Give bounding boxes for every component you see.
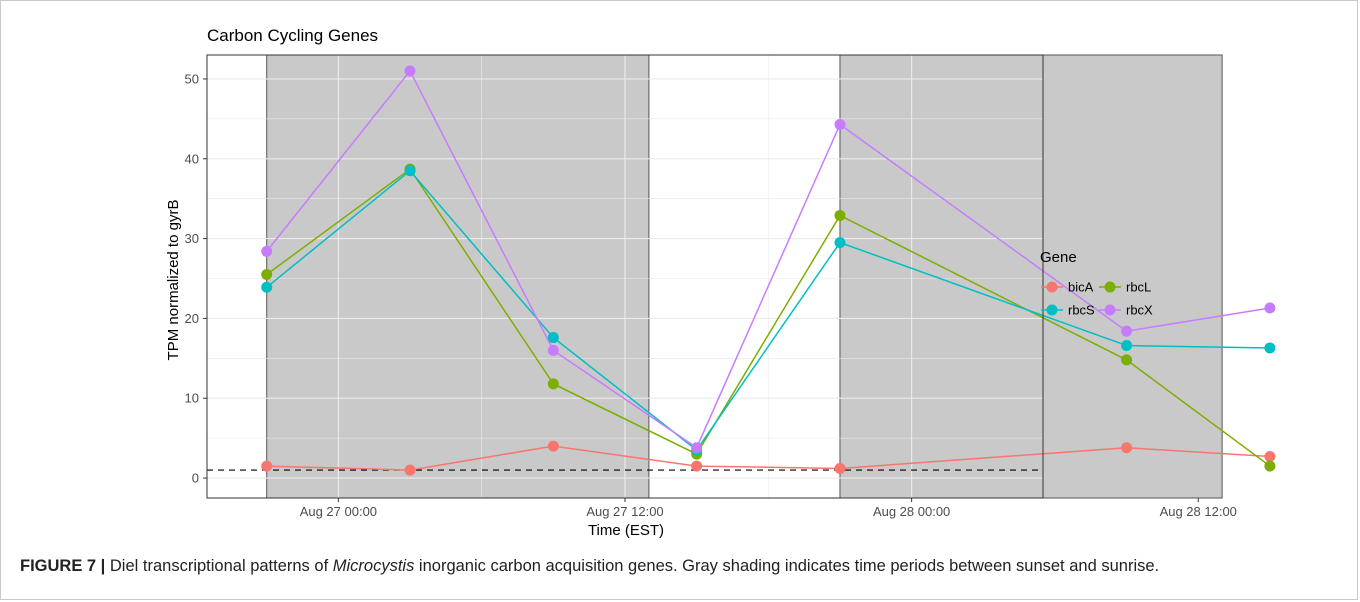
chart-title: Carbon Cycling Genes xyxy=(207,26,378,45)
x-axis: Aug 27 00:00 Aug 27 12:00 Aug 28 00:00 Aug … xyxy=(300,498,1237,519)
legend-label-bicA: bicA xyxy=(1068,280,1094,295)
legend: Gene bicA rbcL rbcS rbcX xyxy=(1040,249,1153,318)
data-point-rbcX xyxy=(691,442,703,454)
data-point-bicA xyxy=(261,460,273,472)
y-tick-label: 50 xyxy=(185,71,199,86)
y-tick-label: 40 xyxy=(185,151,199,166)
gridlines xyxy=(207,55,1043,498)
figure-label: FIGURE 7 | xyxy=(20,557,106,575)
data-point-rbcX xyxy=(1121,325,1133,337)
data-point-rbcS xyxy=(547,332,559,344)
series-layer xyxy=(207,65,1276,476)
legend-label-rbcS: rbcS xyxy=(1068,303,1095,318)
legend-label-rbcL: rbcL xyxy=(1126,280,1151,295)
legend-label-rbcX: rbcX xyxy=(1126,303,1153,318)
y-axis-title: TPM normalized to gyrB xyxy=(165,200,182,361)
y-tick-label: 0 xyxy=(192,471,199,486)
data-point-rbcX xyxy=(547,344,559,356)
data-point-bicA xyxy=(834,462,846,474)
data-point-rbcX xyxy=(834,118,846,130)
data-point-rbcL xyxy=(834,209,846,221)
data-point-bicA xyxy=(1121,442,1133,454)
y-axis: 0 10 20 30 40 50 xyxy=(185,71,207,486)
data-point-rbcX xyxy=(1264,302,1276,314)
night-shade-1 xyxy=(266,54,650,499)
data-point-rbcX xyxy=(261,245,273,257)
y-tick-label: 30 xyxy=(185,231,199,246)
legend-key-point-rbcL xyxy=(1104,281,1116,293)
data-point-rbcL xyxy=(261,269,273,281)
data-point-bicA xyxy=(404,464,416,476)
caption-text-post: inorganic carbon acquisition genes. Gray… xyxy=(414,557,1160,575)
data-point-bicA xyxy=(547,440,559,452)
data-point-rbcS xyxy=(1121,340,1133,352)
line-chart: Carbon Cycling Genes Aug 27 00:00 Aug 27 … xyxy=(165,26,1276,539)
data-point-bicA xyxy=(691,460,703,472)
night-shade-2 xyxy=(839,54,1223,499)
data-point-bicA xyxy=(1264,450,1276,462)
figure-caption: FIGURE 7 | Diel transcriptional patterns… xyxy=(20,555,1340,577)
caption-text-pre: Diel transcriptional patterns of xyxy=(105,557,333,575)
data-point-rbcS xyxy=(1264,342,1276,354)
data-point-rbcL xyxy=(547,378,559,390)
legend-title: Gene xyxy=(1040,249,1077,266)
y-tick-label: 10 xyxy=(185,391,199,406)
data-point-rbcX xyxy=(404,65,416,77)
data-point-rbcS xyxy=(404,165,416,177)
data-point-rbcS xyxy=(834,237,846,249)
legend-key-point-rbcS xyxy=(1046,304,1058,316)
legend-key-point-bicA xyxy=(1046,281,1058,293)
x-tick-label: Aug 28 00:00 xyxy=(873,504,950,519)
y-tick-label: 20 xyxy=(185,311,199,326)
data-point-rbcL xyxy=(1264,460,1276,472)
x-axis-title: Time (EST) xyxy=(588,522,664,539)
legend-key-point-rbcX xyxy=(1104,304,1116,316)
x-tick-label: Aug 28 12:00 xyxy=(1160,504,1237,519)
x-tick-label: Aug 27 12:00 xyxy=(586,504,663,519)
night-shading-group xyxy=(266,54,1223,499)
x-tick-label: Aug 27 00:00 xyxy=(300,504,377,519)
caption-organism: Microcystis xyxy=(332,557,415,575)
data-point-rbcS xyxy=(261,281,273,293)
data-point-rbcL xyxy=(1121,354,1133,366)
